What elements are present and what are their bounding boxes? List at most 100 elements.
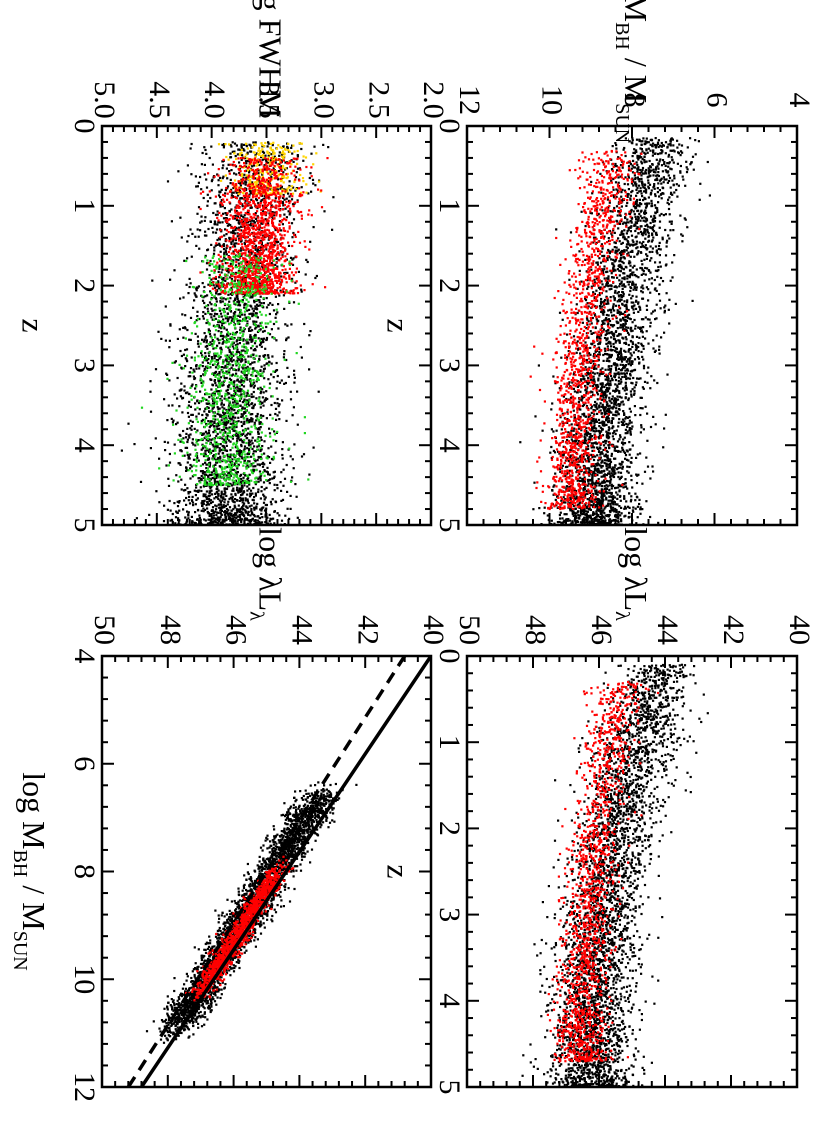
data-point [626,254,629,257]
data-point [574,490,577,494]
data-point [605,464,608,468]
data-point [553,484,556,487]
data-point [574,275,577,278]
data-point [574,436,577,440]
data-point [590,342,593,345]
data-point [624,485,627,488]
data-point [566,421,569,424]
data-point [603,306,606,309]
data-point [627,251,630,254]
data-point [652,470,655,473]
data-point [575,320,578,323]
data-point [591,449,594,452]
data-point [637,342,640,345]
data-point [608,495,611,498]
data-point [571,483,574,486]
data-point [595,406,598,409]
data-point [606,485,609,488]
data-point [660,212,663,216]
data-point [607,426,610,429]
data-point [661,764,665,767]
data-point [601,245,604,248]
data-point [657,521,660,524]
data-point [623,300,626,303]
data-point [603,485,606,488]
data-point [561,421,564,424]
data-point [586,323,589,326]
data-point [620,218,623,221]
data-point [617,809,620,812]
data-point [605,373,608,376]
data-point [592,418,595,421]
data-point [614,515,617,518]
data-point [580,433,583,436]
data-point [571,1024,574,1027]
data-point [649,425,653,429]
data-point [622,262,625,265]
data-point [629,261,632,264]
data-point [596,335,599,338]
data-point [575,430,578,433]
data-point [582,160,585,163]
data-point [592,291,595,294]
data-point [572,403,575,406]
data-point [612,303,615,306]
data-point [619,333,622,336]
data-point [612,229,615,232]
data-point [605,496,608,499]
data-point [610,311,613,314]
data-point [602,311,605,314]
data-point [628,359,631,362]
data-point [584,337,587,340]
data-point [653,185,656,188]
data-point [550,502,553,506]
data-point [582,498,585,501]
data-point [589,504,593,507]
data-point [582,357,586,360]
data-point [593,372,596,375]
data-point [631,137,634,140]
data-point [605,387,609,390]
data-point [590,255,594,259]
data-point [599,396,602,399]
data-point [630,427,633,430]
data-point [634,166,637,169]
data-point [600,191,603,194]
data-point [658,195,661,198]
data-point [580,280,583,283]
data-point [599,208,602,211]
data-point [627,377,630,380]
data-point [598,293,601,297]
data-point [623,507,626,510]
data-point [590,453,593,456]
data-point [670,222,673,225]
data-point [640,290,643,293]
data-point [581,382,584,385]
data-point [577,440,580,443]
data-point [638,180,641,183]
data-point [644,224,647,227]
data-point [594,434,597,437]
data-point [621,423,624,426]
data-point [548,486,551,489]
data-point [613,299,616,302]
data-point [620,176,623,179]
data-point [597,330,600,333]
data-point [590,322,593,325]
data-point [629,197,632,200]
data-point [615,256,618,259]
data-point [604,477,607,480]
data-point [664,169,667,172]
data-point [654,171,657,174]
data-point [585,489,588,493]
data-point [655,158,658,161]
data-point [573,489,576,492]
data-point [598,372,602,376]
data-point [581,976,584,979]
data-point [578,492,581,495]
data-point [614,907,618,911]
data-point [553,522,556,525]
data-point [570,459,573,462]
data-point [586,287,589,290]
data-point [624,194,627,197]
